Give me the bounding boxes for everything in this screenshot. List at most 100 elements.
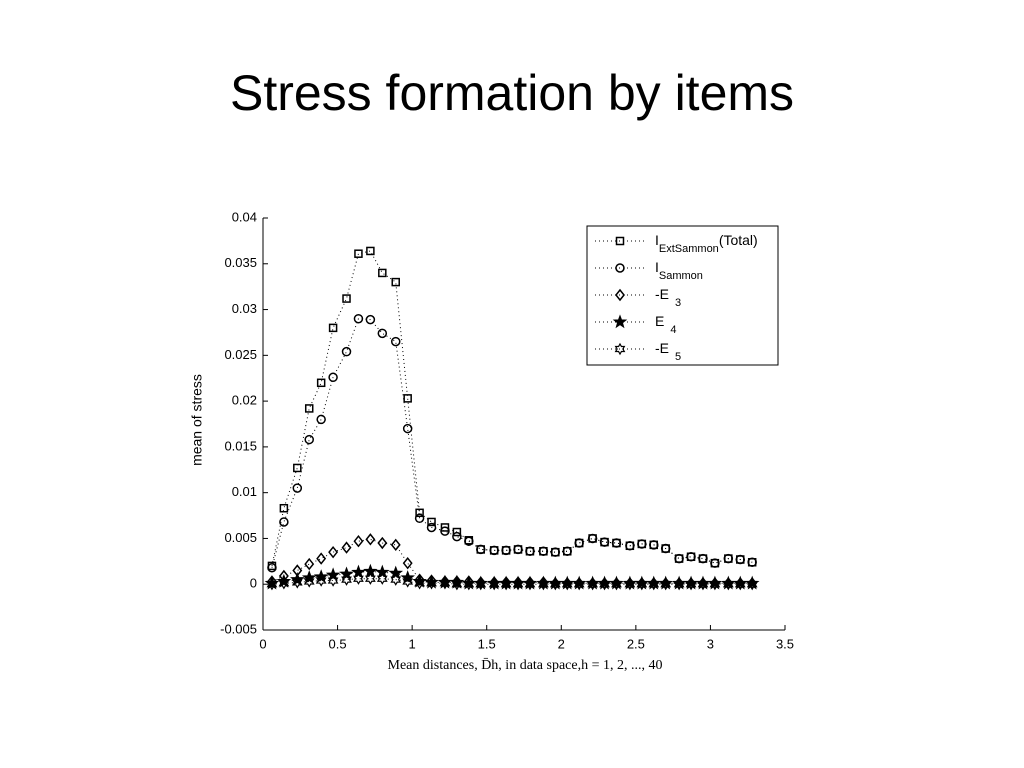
legend-text: E xyxy=(655,313,664,329)
marker-diamond xyxy=(525,576,535,589)
marker-circle xyxy=(501,545,511,556)
marker-diamond xyxy=(439,575,450,588)
legend-text: 4 xyxy=(670,324,676,336)
marker-circle xyxy=(710,558,720,568)
marker-hexagram xyxy=(549,578,561,591)
marker-circle xyxy=(292,483,303,493)
marker-hexagram xyxy=(524,578,536,591)
marker-diamond xyxy=(390,538,401,552)
legend-text: 3 xyxy=(675,297,681,309)
marker-hexagram xyxy=(365,572,376,585)
marker-hexagram xyxy=(439,577,451,590)
marker-hexagram xyxy=(746,578,758,591)
marker-circle xyxy=(452,531,462,542)
marker-diamond xyxy=(475,576,486,589)
y-axis-label: mean of stress xyxy=(189,374,205,466)
marker-star xyxy=(612,314,628,329)
marker-circle xyxy=(538,546,549,557)
marker-star xyxy=(290,571,305,586)
marker-star xyxy=(388,565,404,580)
marker-hexagram xyxy=(488,578,500,591)
marker-diamond xyxy=(538,576,549,589)
y-tick-label: 0.005 xyxy=(224,530,257,545)
marker-hexagram xyxy=(709,578,721,591)
marker-hexagram xyxy=(291,576,303,589)
marker-circle xyxy=(341,346,352,357)
legend-label: ISammon xyxy=(655,259,703,282)
x-tick-label: 1.5 xyxy=(478,636,496,651)
y-tick-label: 0.04 xyxy=(232,209,257,224)
marker-hexagram xyxy=(512,578,524,591)
marker-hexagram xyxy=(266,578,278,591)
marker-square xyxy=(378,268,387,278)
x-tick-label: 2 xyxy=(558,636,565,651)
marker-hexagram xyxy=(685,578,697,591)
marker-hexagram xyxy=(611,578,622,591)
marker-circle xyxy=(304,434,314,445)
y-tick-label: 0.01 xyxy=(232,484,257,499)
marker-circle xyxy=(513,544,523,555)
marker-hexagram xyxy=(599,578,610,591)
marker-circle xyxy=(316,414,326,425)
legend-text: 5 xyxy=(675,351,681,363)
legend: IExtSammon(Total) ISammon -E3 E4-E 5 xyxy=(586,225,779,366)
legend-text: I xyxy=(655,232,659,248)
marker-circle xyxy=(377,328,388,339)
marker-square xyxy=(615,236,625,246)
marker-diamond xyxy=(489,576,500,589)
marker-circle xyxy=(489,545,499,556)
legend-label: -E 3 xyxy=(655,286,681,309)
marker-circle xyxy=(426,522,437,533)
x-tick-label: 0.5 xyxy=(329,636,347,651)
slide-title: Stress formation by items xyxy=(230,65,794,121)
marker-square xyxy=(293,463,302,473)
y-tick-label: 0.035 xyxy=(224,255,257,270)
x-tick-label: 2.5 xyxy=(627,636,645,651)
marker-diamond xyxy=(451,575,462,588)
marker-circle xyxy=(550,547,561,557)
marker-hexagram xyxy=(734,578,746,591)
marker-circle xyxy=(637,539,647,549)
marker-circle xyxy=(615,263,625,273)
x-axis-label: Mean distances, D̄h, in data space,h = 1… xyxy=(388,658,663,674)
marker-circle xyxy=(390,336,401,347)
marker-diamond xyxy=(328,545,339,559)
marker-hexagram xyxy=(341,573,352,586)
legend-text: I xyxy=(655,259,659,275)
marker-square xyxy=(342,294,351,303)
marker-diamond xyxy=(365,533,376,546)
marker-hexagram xyxy=(402,575,414,588)
marker-diamond xyxy=(304,557,315,571)
series-line xyxy=(271,538,753,584)
marker-hexagram xyxy=(278,577,290,590)
marker-star xyxy=(449,574,465,589)
x-tick-label: 3.5 xyxy=(776,636,794,651)
y-tick-label: 0 xyxy=(250,576,257,591)
marker-circle xyxy=(267,562,277,573)
y-tick-label: 0.015 xyxy=(224,438,257,453)
marker-circle xyxy=(686,552,696,562)
marker-hexagram xyxy=(573,578,585,591)
marker-hexagram xyxy=(390,573,402,586)
marker-circle xyxy=(365,314,376,325)
marker-hexagram xyxy=(697,578,709,591)
marker-circle xyxy=(674,553,684,564)
legend-text: -E xyxy=(655,340,669,356)
marker-square xyxy=(440,523,450,532)
marker-square xyxy=(354,249,363,258)
marker-circle xyxy=(562,546,573,557)
marker-circle xyxy=(574,538,584,548)
marker-hexagram xyxy=(587,578,598,591)
legend-box xyxy=(586,225,779,366)
legend-label: -E 5 xyxy=(655,340,681,363)
marker-hexagram xyxy=(303,575,315,588)
marker-circle xyxy=(475,544,486,555)
marker-hexagram xyxy=(561,578,573,591)
x-tick-label: 3 xyxy=(707,636,714,651)
marker-hexagram xyxy=(624,578,636,591)
marker-hexagram xyxy=(426,577,437,590)
marker-circle xyxy=(660,543,671,554)
marker-circle xyxy=(414,513,425,524)
legend-label: IExtSammon(Total) xyxy=(655,232,758,255)
